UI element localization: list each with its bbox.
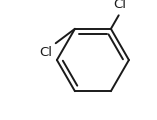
Text: Cl: Cl [40,46,53,59]
Text: Cl: Cl [113,0,126,11]
